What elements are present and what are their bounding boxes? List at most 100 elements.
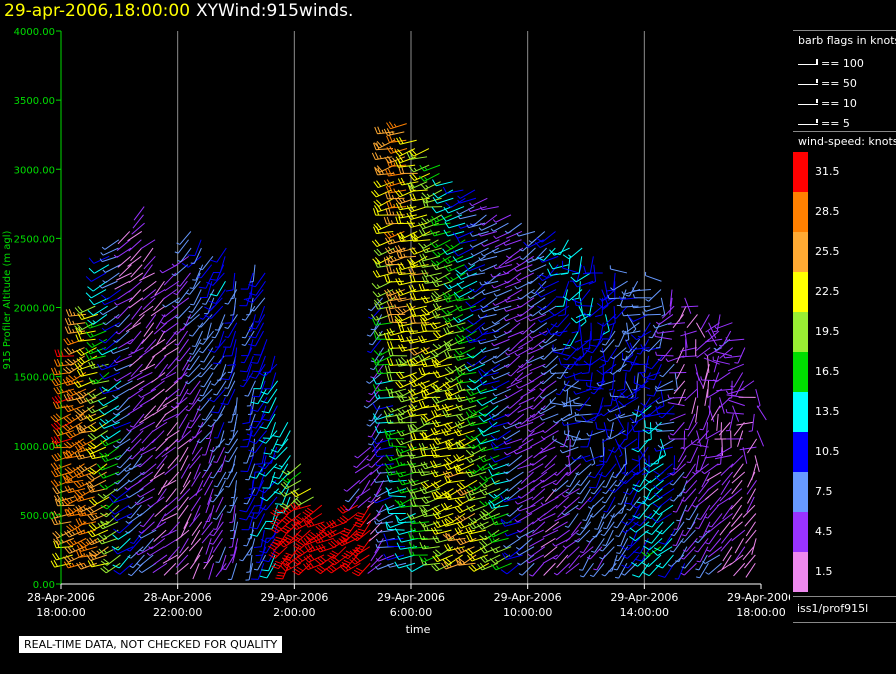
barb-feather [290,491,297,498]
barb-feather [407,443,412,451]
barb-staff [521,562,535,576]
barb-staff [167,455,180,469]
wind-barb [431,263,453,271]
barb-feather [375,566,379,570]
wind-barb [268,446,288,460]
barb-staff [255,314,266,330]
wind-barb [422,199,443,208]
barb-feather [268,554,276,559]
barb-feather [342,515,349,521]
barb-feather [54,498,59,506]
barb-feather [75,334,80,342]
barb-feather [459,339,463,344]
barb-feather [506,513,510,517]
wind-barb [113,562,134,575]
barb-staff [128,388,144,399]
wind-barb [371,355,393,364]
barb-feather [92,320,96,324]
barb-feather [374,529,378,533]
barb-staff [192,322,204,337]
barb-staff [215,496,224,513]
barb-staff [94,264,110,274]
barb-feather [412,247,418,254]
barb-feather [389,301,394,309]
barb-feather [465,328,472,334]
barb-feather [372,270,378,278]
barb-feather [77,391,85,397]
barb-staff [377,562,394,570]
wind-barb [456,330,477,341]
barb-feather [75,327,80,335]
barb-staff [376,454,394,457]
barb-staff [164,496,179,509]
barb-feather [240,361,245,364]
wind-barb [126,438,142,452]
barb-feather [115,331,120,335]
barb-feather [275,577,283,580]
barb-feather [444,518,449,526]
barb-feather [431,292,438,299]
wind-barb [228,455,237,473]
barb-feather [260,496,268,502]
barb-feather [88,553,94,560]
wind-barb [141,330,154,345]
barb-feather [470,472,474,477]
barb-feather [476,400,483,406]
wind-barb [75,333,96,342]
barb-feather [67,466,74,473]
barb-staff [258,380,266,397]
wind-barb [492,388,512,397]
barb-feather [425,198,429,203]
wind-barb [373,449,394,457]
wind-barb [394,496,416,506]
wind-barb [253,339,268,356]
barb-feather [64,473,71,480]
wind-barb [240,272,254,290]
barb-feather [60,539,64,543]
barb-feather [417,468,423,476]
wind-barb [443,327,464,335]
wind-barb [384,503,406,511]
barb-staff [188,538,202,552]
wind-barb [190,496,202,512]
barb-feather [479,500,486,507]
barb-feather [331,519,338,527]
wind-barb [454,394,476,403]
barb-staff [246,289,253,306]
barb-staff [128,289,142,303]
barb-feather [394,528,400,535]
wind-barb [538,280,560,289]
barb-staff [101,347,118,356]
barb-staff [260,529,265,547]
barb-feather [330,558,337,564]
barb-feather [342,537,348,544]
barb-staff [130,546,144,559]
barb-feather [376,298,383,305]
barb-feather [411,373,418,380]
wind-barb [375,462,394,467]
barb-feather [455,454,462,461]
barb-feather [397,294,402,302]
barb-feather [406,513,412,520]
wind-barb [112,413,130,424]
wind-barb [337,513,358,525]
barb-feather [540,274,548,278]
barb-staff [268,405,278,421]
barb-feather [98,548,105,555]
barb-feather [470,398,474,402]
wind-barb [138,471,154,483]
barb-feather [61,361,64,366]
barb-staff [354,463,370,474]
barb-feather [101,363,109,369]
barb-feather [376,222,382,230]
barb-feather [196,408,201,411]
barb-feather [75,414,81,421]
barb-feather [387,563,390,568]
barb-staff [376,529,394,534]
barb-staff [175,554,189,568]
barb-staff [245,364,252,381]
barb-staff [277,438,289,453]
barb-feather [491,368,495,373]
barb-feather [479,281,483,286]
barb-feather [285,562,292,569]
